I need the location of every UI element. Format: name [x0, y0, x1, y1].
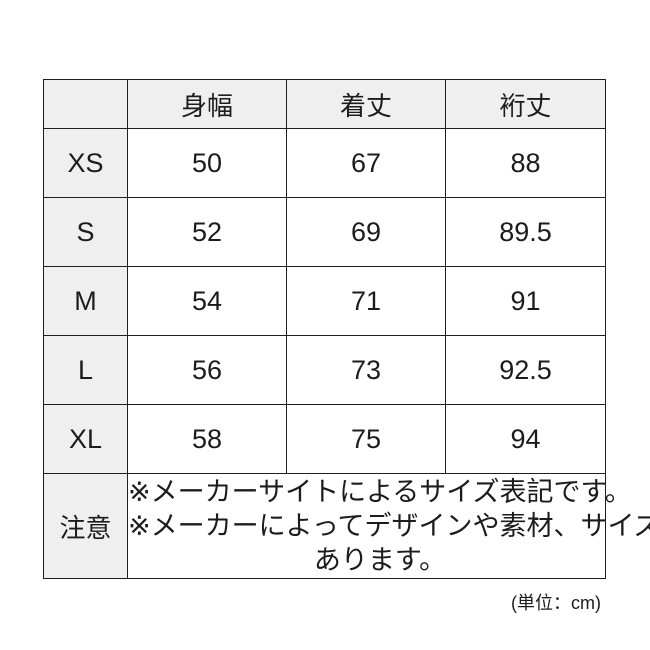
size-cell: 52 — [127, 197, 287, 267]
size-cell: 88 — [445, 128, 606, 198]
table-row-xl: XL 58 75 94 — [43, 404, 606, 474]
row-label-xl: XL — [43, 404, 128, 474]
row-label-xs: XS — [43, 128, 128, 198]
row-label-l: L — [43, 335, 128, 405]
size-chart: 身幅 着丈 裄丈 XS 50 67 88 S 52 69 89.5 M — [43, 79, 650, 615]
unit-label: (単位：cm) — [511, 593, 601, 613]
note-line-3: あります。 — [313, 545, 447, 575]
size-cell: 67 — [286, 128, 446, 198]
column-header-length: 着丈 — [286, 79, 446, 129]
size-cell: 94 — [445, 404, 606, 474]
row-label-m: M — [43, 266, 128, 336]
caution-notes: ※メーカーサイトによるサイズ表記です。 ※メーカーによってデザインや素材、サイズ… — [127, 473, 650, 579]
corner-cell — [43, 79, 128, 129]
size-cell: 69 — [286, 197, 446, 267]
size-cell: 56 — [127, 335, 287, 405]
size-table: 身幅 着丈 裄丈 XS 50 67 88 S 52 69 89.5 M — [43, 79, 650, 579]
row-label-s: S — [43, 197, 128, 267]
size-cell: 54 — [127, 266, 287, 336]
table-row-s: S 52 69 89.5 — [43, 197, 606, 267]
header-row: 身幅 着丈 裄丈 — [43, 79, 606, 129]
note-row: 注意 ※メーカーサイトによるサイズ表記です。 ※メーカーによってデザインや素材、… — [43, 473, 650, 579]
size-cell: 92.5 — [445, 335, 606, 405]
size-cell: 75 — [286, 404, 446, 474]
column-header-sleeve: 裄丈 — [445, 79, 606, 129]
size-cell: 89.5 — [445, 197, 606, 267]
table-row-l: L 56 73 92.5 — [43, 335, 606, 405]
column-header-body-width: 身幅 — [127, 79, 287, 129]
size-cell: 50 — [127, 128, 287, 198]
note-line-2: ※メーカーによってデザインや素材、サイズ感が異なる場合が — [128, 511, 650, 541]
table-row-xs: XS 50 67 88 — [43, 128, 606, 198]
note-line-1: ※メーカーサイトによるサイズ表記です。 — [128, 477, 632, 507]
row-label-caution: 注意 — [43, 473, 128, 579]
size-cell: 73 — [286, 335, 446, 405]
size-cell: 71 — [286, 266, 446, 336]
size-cell: 91 — [445, 266, 606, 336]
size-cell: 58 — [127, 404, 287, 474]
table-row-m: M 54 71 91 — [43, 266, 606, 336]
